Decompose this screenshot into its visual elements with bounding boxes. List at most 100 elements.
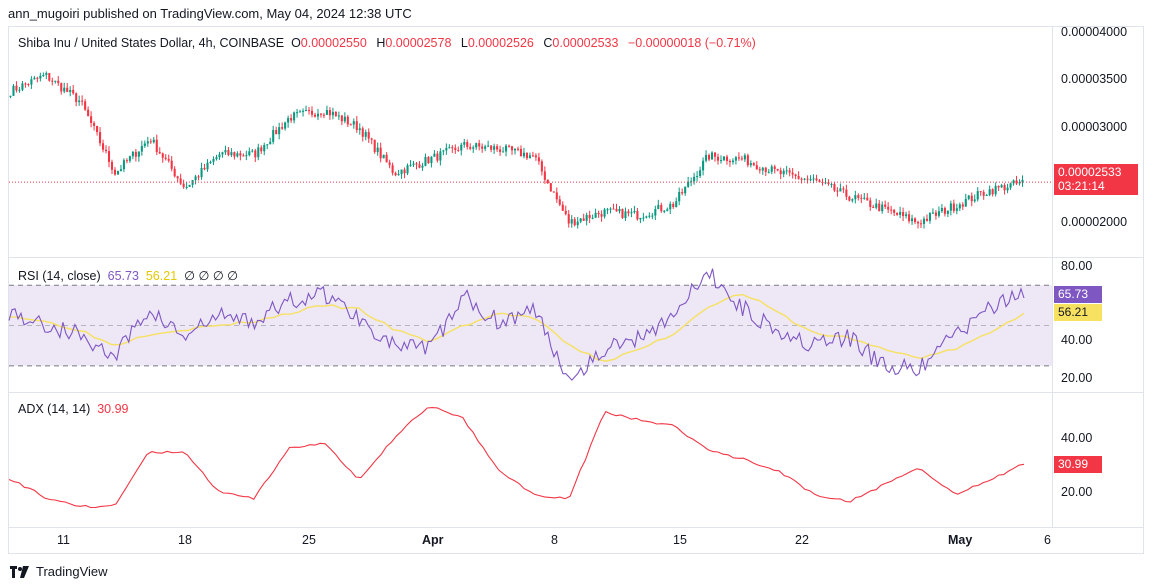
candle-body xyxy=(773,166,776,170)
footer-brand: TradingView xyxy=(36,564,108,579)
rsi-legend-value: 65.73 xyxy=(107,269,139,283)
candle-body xyxy=(618,208,621,212)
candle-body xyxy=(376,147,379,153)
candle-body xyxy=(466,142,469,147)
candle-body xyxy=(633,210,636,213)
time-tick: 6 xyxy=(1044,533,1051,547)
candle-body xyxy=(782,170,785,175)
candle-body xyxy=(710,152,714,160)
candle-body xyxy=(352,121,355,125)
low-value: 0.00002526 xyxy=(467,36,534,50)
price-tick: 0.00004000 xyxy=(1061,25,1128,39)
candle-body xyxy=(481,146,484,149)
open-value: 0.00002550 xyxy=(300,36,367,50)
candle-body xyxy=(373,139,376,153)
close-value: 0.00002533 xyxy=(552,36,619,50)
candle-body xyxy=(478,143,481,147)
candle-body xyxy=(594,212,597,218)
footer[interactable]: TradingView xyxy=(10,564,108,579)
candle-body xyxy=(752,163,755,166)
candle-body xyxy=(994,186,997,195)
candle-body xyxy=(48,72,51,81)
candle-body xyxy=(418,164,421,168)
candle-body xyxy=(379,147,382,159)
candle-body xyxy=(299,111,302,113)
candle-body xyxy=(731,160,734,163)
candle-body xyxy=(1015,180,1018,184)
low-label: L xyxy=(460,36,468,50)
candle-body xyxy=(836,190,839,192)
candle-body xyxy=(179,178,182,184)
candle-body xyxy=(507,145,511,147)
high-label: H xyxy=(376,36,386,50)
candle-body xyxy=(690,181,693,183)
candle-body xyxy=(540,161,543,172)
candle-body xyxy=(510,146,514,151)
candle-body xyxy=(215,157,218,159)
candle-body xyxy=(30,79,33,85)
candle-body xyxy=(516,148,520,150)
candle-body xyxy=(803,178,806,180)
candle-body xyxy=(946,210,949,214)
candle-body xyxy=(39,75,42,79)
candle-body xyxy=(911,218,914,222)
candle-body xyxy=(451,147,454,149)
candle-body xyxy=(737,157,740,159)
candle-body xyxy=(224,149,227,153)
candle-body xyxy=(90,116,93,123)
candle-body xyxy=(496,146,499,150)
candle-body xyxy=(761,167,764,171)
candle-body xyxy=(490,145,493,150)
candle-body xyxy=(400,169,403,175)
candle-body xyxy=(487,145,490,147)
close-label: C xyxy=(543,36,553,50)
candle-body xyxy=(582,218,585,221)
candle-body xyxy=(493,146,496,150)
candle-body xyxy=(663,210,666,212)
adx-legend-value: 30.99 xyxy=(97,402,129,416)
price-tick: 0.00003000 xyxy=(1061,120,1128,134)
candle-body xyxy=(958,204,961,209)
candle-body xyxy=(890,209,893,211)
candle-body xyxy=(636,210,639,220)
candle-body xyxy=(681,192,684,194)
candle-body xyxy=(155,139,158,153)
time-tick: 15 xyxy=(673,533,687,547)
candle-body xyxy=(558,199,561,205)
candle-body xyxy=(302,110,305,112)
candle-body xyxy=(922,218,926,224)
candle-body xyxy=(576,221,579,226)
candle-body xyxy=(624,211,627,219)
change-value: −0.00000018 (−0.71%) xyxy=(627,36,756,50)
candle-body xyxy=(860,197,863,199)
rsi-tick: 20.00 xyxy=(1061,371,1093,385)
candle-body xyxy=(513,148,517,151)
candle-body xyxy=(499,149,502,152)
candle-body xyxy=(979,191,982,193)
candle-body xyxy=(272,129,275,142)
candle-body xyxy=(708,155,711,160)
candle-body xyxy=(439,151,442,161)
candle-body xyxy=(1006,187,1009,191)
candle-body xyxy=(666,209,669,211)
candle-body xyxy=(125,160,128,162)
candle-body xyxy=(84,101,87,110)
candle-body xyxy=(961,204,964,207)
candle-body xyxy=(749,163,752,166)
adx-tick: 20.00 xyxy=(1061,485,1093,499)
candle-body xyxy=(170,160,173,169)
candle-body xyxy=(319,113,323,115)
candle-body xyxy=(325,110,328,115)
candle-body xyxy=(209,161,212,163)
candle-body xyxy=(140,145,143,152)
candle-body xyxy=(591,217,594,219)
candle-body xyxy=(940,207,943,212)
candle-body xyxy=(131,151,134,157)
candle-body xyxy=(639,217,642,220)
rsi-line xyxy=(8,268,1025,381)
candle-body xyxy=(937,211,940,216)
candle-body xyxy=(427,156,430,164)
candle-body xyxy=(340,115,343,122)
candle-body xyxy=(725,156,729,162)
